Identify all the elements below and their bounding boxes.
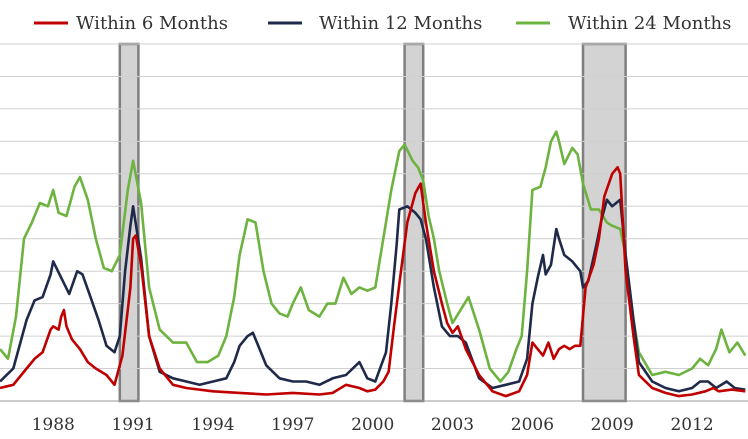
x-tick-label-2012: 2012 xyxy=(670,415,713,435)
x-tick-label-1994: 1994 xyxy=(191,415,234,435)
x-tick-label-2006: 2006 xyxy=(511,415,554,435)
legend-label-within-6-months: Within 6 Months xyxy=(76,13,228,34)
x-tick-label-2003: 2003 xyxy=(431,415,474,435)
series-line-within-24-months xyxy=(0,130,747,383)
legend: Within 6 Months Within 12 Months Within … xyxy=(34,13,731,34)
legend-label-within-12-months: Within 12 Months xyxy=(319,13,482,34)
legend-label-within-24-months: Within 24 Months xyxy=(568,13,731,34)
series-lines xyxy=(0,130,747,398)
x-tick-label-1988: 1988 xyxy=(32,415,75,435)
legend-entry-within-12-months: Within 12 Months xyxy=(268,13,482,34)
x-tick-label-1991: 1991 xyxy=(111,415,154,435)
gridlines xyxy=(0,43,748,369)
series-line-within-6-months xyxy=(0,166,746,398)
recession-band-3 xyxy=(581,42,627,403)
x-tick-label-1997: 1997 xyxy=(271,415,314,435)
series-line-within-12-months xyxy=(0,198,746,393)
x-tick-label-2000: 2000 xyxy=(351,415,394,435)
x-tick-labels: 1988 1991 1994 1997 2000 2003 2006 2009 2012 xyxy=(32,415,714,435)
legend-entry-within-6-months: Within 6 Months xyxy=(34,13,228,34)
legend-entry-within-24-months: Within 24 Months xyxy=(516,13,731,34)
x-tick-label-2009: 2009 xyxy=(591,415,634,435)
